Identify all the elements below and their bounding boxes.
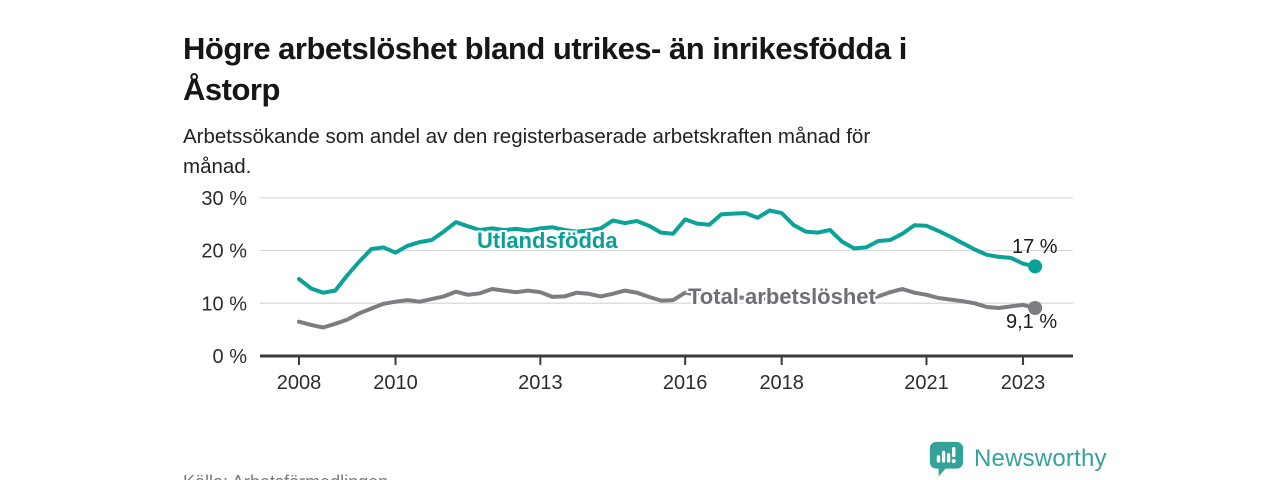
newsworthy-logo-text: Newsworthy [974,444,1107,472]
y-tick-label: 0 % [213,346,248,368]
series-end-dot-utlandsfodda [1028,259,1043,274]
page-title: Högre arbetslöshet bland utrikes- än inr… [183,28,1183,110]
series-label-utlandsfodda: Utlandsfödda [477,228,618,253]
x-tick-label: 2010 [373,372,418,394]
x-tick-label: 2016 [663,372,708,394]
y-tick-label: 20 % [201,241,247,263]
x-tick-label: 2008 [277,372,322,394]
series-end-dot-total [1028,301,1043,315]
series-label-total-arbetsloshet: Total arbetslöshet [688,284,876,309]
source-note: Källa: Arbetsförmedlingen [183,472,388,480]
title-line-1: Högre arbetslöshet bland utrikes- än inr… [183,30,907,66]
bar-chart-speech-bubble-icon [929,441,964,477]
x-tick-label: 2021 [904,372,949,394]
series-line-total [297,287,1038,330]
end-value-total: 9,1 % [1006,311,1058,333]
series-line-utlandsfodda [297,208,1038,295]
x-tick-label: 2018 [759,372,804,394]
subtitle-line-2: månad. [183,154,252,178]
y-tick-label: 10 % [201,293,247,315]
y-tick-label: 30 % [201,188,247,210]
title-line-2: Åstorp [183,71,280,107]
newsworthy-logo: Newsworthy [928,440,1107,477]
subtitle-line-1: Arbetssökande som andel av den registerb… [183,124,871,148]
x-tick-label: 2023 [1001,372,1046,394]
x-tick-label: 2013 [518,372,563,394]
end-value-utlandsfodda: 17 % [1012,236,1058,258]
chart-subtitle: Arbetssökande som andel av den registerb… [183,122,1183,182]
